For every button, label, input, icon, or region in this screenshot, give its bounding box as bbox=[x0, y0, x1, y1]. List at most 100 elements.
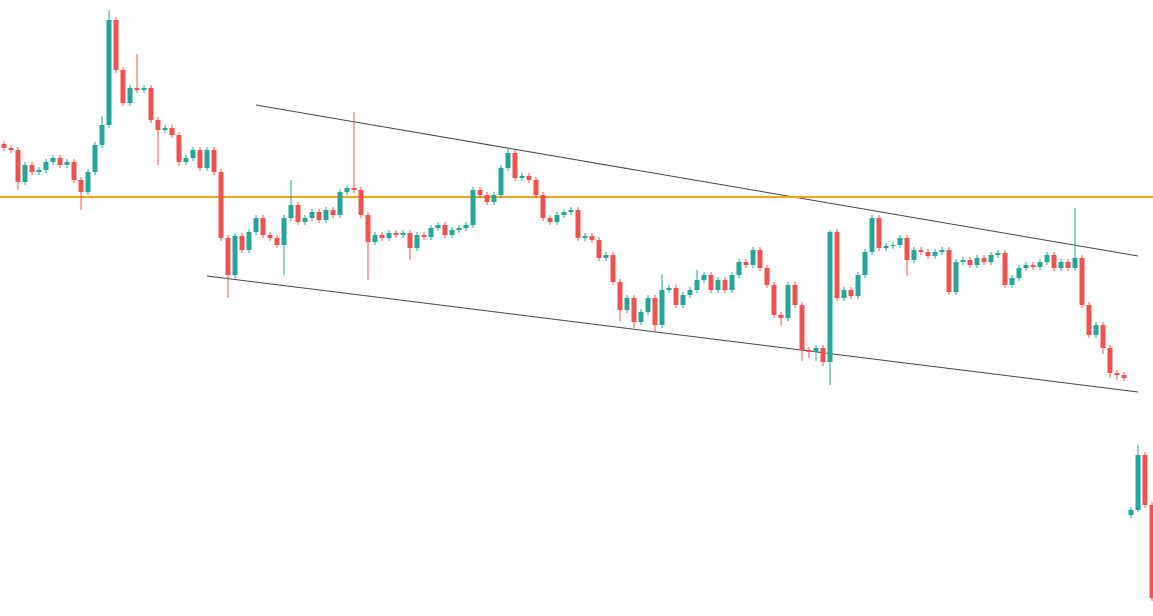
candle-body bbox=[988, 255, 994, 262]
candle-body bbox=[113, 20, 119, 70]
candle-body bbox=[491, 195, 497, 202]
candle-body bbox=[575, 210, 581, 238]
candle-body bbox=[932, 252, 938, 256]
candle-body bbox=[743, 262, 749, 265]
candle-body bbox=[1, 144, 7, 148]
candle-body bbox=[673, 288, 679, 305]
candle-body bbox=[449, 230, 455, 235]
candle-body bbox=[239, 236, 245, 250]
candle-body bbox=[953, 262, 959, 292]
candle-body bbox=[330, 210, 336, 215]
candle-body bbox=[582, 236, 588, 238]
candle-body bbox=[610, 255, 616, 282]
candle-body bbox=[393, 233, 399, 235]
candle-body bbox=[813, 348, 819, 352]
candle-body bbox=[680, 295, 686, 305]
candle-body bbox=[400, 233, 406, 235]
candle-body bbox=[841, 290, 847, 298]
candle-body bbox=[204, 150, 210, 168]
candle-body bbox=[855, 275, 861, 296]
candle-body bbox=[351, 188, 357, 190]
candle-body bbox=[876, 218, 882, 248]
candle-body bbox=[666, 288, 672, 290]
candle-body bbox=[484, 195, 490, 202]
candle-body bbox=[344, 188, 350, 192]
candle-body bbox=[1072, 258, 1078, 268]
candle-body bbox=[624, 298, 630, 310]
candle-body bbox=[512, 153, 518, 178]
candle-body bbox=[64, 162, 70, 165]
candle-body bbox=[36, 170, 42, 172]
candle-body bbox=[274, 238, 280, 245]
candle-body bbox=[960, 260, 966, 262]
trend-line bbox=[206, 275, 1139, 393]
candle-body bbox=[162, 128, 168, 130]
candle-body bbox=[498, 168, 504, 195]
candle-body bbox=[722, 280, 728, 290]
candle-body bbox=[141, 88, 147, 90]
candle-body bbox=[1128, 510, 1134, 515]
candle-body bbox=[302, 218, 308, 222]
candle-body bbox=[561, 212, 567, 215]
candle-body bbox=[771, 285, 777, 315]
candle-body bbox=[1121, 375, 1127, 378]
candle-body bbox=[309, 212, 315, 218]
candle-body bbox=[785, 285, 791, 318]
candle-body bbox=[1107, 348, 1113, 373]
candle-body bbox=[701, 275, 707, 280]
candle-body bbox=[183, 158, 189, 162]
candle-body bbox=[526, 176, 532, 180]
candle-body bbox=[918, 250, 924, 252]
candle-body bbox=[1058, 262, 1064, 268]
candle-body bbox=[134, 88, 140, 90]
candle-body bbox=[568, 210, 574, 212]
candle-body bbox=[925, 252, 931, 256]
trend-line bbox=[255, 104, 1139, 257]
candle-body bbox=[946, 250, 952, 292]
candle-body bbox=[232, 236, 238, 275]
candle-body bbox=[939, 250, 945, 252]
candle-body bbox=[596, 240, 602, 258]
candle-body bbox=[414, 235, 420, 248]
candle-body bbox=[750, 250, 756, 265]
candle-body bbox=[316, 212, 322, 220]
candle-body bbox=[71, 162, 77, 180]
candle-body bbox=[883, 246, 889, 248]
candle-body bbox=[295, 205, 301, 222]
candle-body bbox=[407, 233, 413, 248]
candle-body bbox=[862, 252, 868, 275]
candle-body bbox=[974, 258, 980, 265]
candle-body bbox=[15, 150, 21, 182]
candle-body bbox=[869, 218, 875, 252]
candle-body bbox=[120, 70, 126, 103]
candle-body bbox=[820, 348, 826, 362]
candle-body bbox=[372, 235, 378, 242]
candle-body bbox=[1135, 455, 1141, 510]
candle-body bbox=[1016, 268, 1022, 278]
candle-body bbox=[1037, 262, 1043, 267]
candle-body bbox=[365, 215, 371, 242]
candle-body bbox=[253, 218, 259, 232]
candle-body bbox=[323, 210, 329, 220]
candle-body bbox=[834, 232, 840, 298]
candle-body bbox=[92, 145, 98, 172]
candle-body bbox=[50, 158, 56, 162]
candle-body bbox=[288, 205, 294, 218]
candle-body bbox=[995, 253, 1001, 255]
candle-body bbox=[260, 218, 266, 235]
candle-body bbox=[764, 268, 770, 285]
candle-body bbox=[729, 275, 735, 290]
candle-body bbox=[155, 120, 161, 130]
candle-body bbox=[127, 88, 133, 103]
candle-body bbox=[1149, 505, 1153, 598]
candle-body bbox=[890, 245, 896, 246]
candle-body bbox=[78, 180, 84, 192]
candle-body bbox=[337, 192, 343, 215]
candle-body bbox=[225, 238, 231, 275]
candle-body bbox=[694, 280, 700, 290]
candle-body bbox=[638, 312, 644, 322]
candle-body bbox=[43, 162, 49, 170]
candle-body bbox=[799, 305, 805, 350]
candle-body bbox=[645, 298, 651, 312]
